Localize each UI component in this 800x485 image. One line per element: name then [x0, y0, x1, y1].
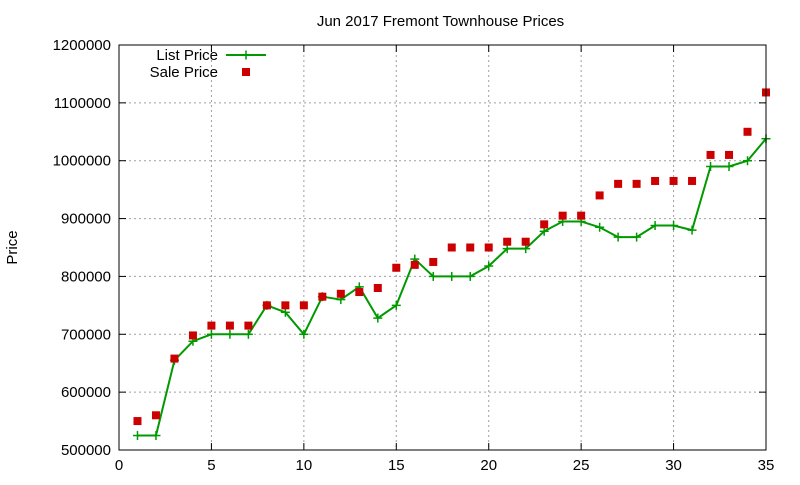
- sale-price-point: [595, 191, 604, 200]
- sale-price-point: [447, 243, 456, 252]
- legend-item-sale-price: Sale Price: [150, 64, 250, 81]
- sale-price-point: [225, 321, 234, 330]
- list-price-point: [650, 221, 660, 231]
- sale-price-point: [688, 176, 697, 185]
- list-price-point: [243, 329, 253, 339]
- list-price-point: [632, 232, 642, 242]
- sale-price-point: [281, 301, 290, 310]
- sale-price-point: [188, 331, 197, 340]
- sale-price-point: [577, 211, 586, 220]
- sale-price-point: [151, 411, 160, 420]
- sale-price-point: [503, 237, 512, 246]
- sale-price-point: [521, 237, 530, 246]
- list-price-point: [391, 300, 401, 310]
- list-price-point: [151, 431, 161, 441]
- list-price-point: [373, 313, 383, 323]
- list-price-point: [484, 261, 494, 271]
- y-tick-label: 500000: [61, 442, 111, 459]
- sale-price-point: [355, 288, 364, 297]
- plot-frame: [118, 44, 767, 451]
- x-tick-label: 35: [758, 457, 775, 474]
- list-price-point: [299, 329, 309, 339]
- sale-price-point: [244, 321, 253, 330]
- y-axis-label: Price: [4, 230, 21, 264]
- legend-marker-sale-price: [242, 68, 250, 76]
- list-price-point: [669, 221, 679, 231]
- sale-price-point: [743, 127, 752, 136]
- sale-price-point: [410, 260, 419, 269]
- sale-price-point: [540, 220, 549, 229]
- legend-label-list-price: List Price: [156, 47, 218, 64]
- y-tick-label: 1000000: [53, 153, 111, 170]
- list-price-point: [447, 271, 457, 281]
- sale-price-point: [336, 289, 345, 298]
- sale-price-point: [669, 176, 678, 185]
- list-price-point: [613, 232, 623, 242]
- sale-price-point: [614, 179, 623, 188]
- legend-marker-list-price: [241, 50, 251, 60]
- list-price-point: [465, 271, 475, 281]
- list-price-point: [132, 431, 142, 441]
- sale-price-point: [170, 354, 179, 363]
- sale-price-point: [299, 301, 308, 310]
- list-price-point: [206, 329, 216, 339]
- sale-price-point: [725, 150, 734, 159]
- sale-price-point: [318, 292, 327, 301]
- sale-price-point: [373, 284, 382, 292]
- sale-price-point: [392, 263, 401, 272]
- list-price-point: [428, 271, 438, 281]
- sale-price-point: [429, 257, 438, 266]
- y-tick-label: 800000: [61, 268, 111, 285]
- sale-price-point: [706, 150, 715, 159]
- list-price-point: [724, 162, 734, 171]
- list-price-point: [687, 225, 697, 235]
- sale-price-point: [133, 417, 142, 426]
- legend-label-sale-price: Sale Price: [150, 64, 218, 81]
- tick-layer: 500000 600000 700000 800000 900000 1000000 110…: [53, 37, 775, 474]
- sale-price-point: [558, 211, 567, 220]
- list-price-point: [595, 222, 605, 232]
- y-tick-label: 1200000: [53, 37, 111, 54]
- chart-title: Jun 2017 Fremont Townhouse Prices: [317, 13, 564, 30]
- series-sale-price: [133, 88, 770, 426]
- x-tick-label: 5: [207, 457, 215, 474]
- x-tick-label: 10: [296, 457, 313, 474]
- y-tick-label: 1100000: [54, 95, 111, 112]
- sale-price-point: [632, 179, 641, 188]
- y-tick-label: 900000: [61, 211, 111, 228]
- y-tick-label: 700000: [61, 326, 111, 343]
- x-tick-label: 0: [115, 457, 123, 474]
- y-tick-label: 600000: [61, 384, 111, 401]
- grid-layer: [119, 45, 766, 450]
- sale-price-point: [207, 321, 216, 330]
- list-price-point: [706, 162, 716, 171]
- sale-price-point: [484, 243, 493, 252]
- sale-price-point: [262, 301, 271, 310]
- sale-price-point: [651, 176, 660, 185]
- x-tick-label: 20: [480, 457, 497, 474]
- x-tick-label: 30: [665, 457, 682, 474]
- sale-price-point: [466, 243, 475, 252]
- x-tick-label: 25: [573, 457, 590, 474]
- list-price-point: [225, 329, 235, 339]
- series-layer: [132, 88, 771, 441]
- legend-item-list-price: List Price: [156, 47, 266, 64]
- list-price-point: [743, 156, 753, 166]
- x-tick-label: 15: [388, 457, 405, 474]
